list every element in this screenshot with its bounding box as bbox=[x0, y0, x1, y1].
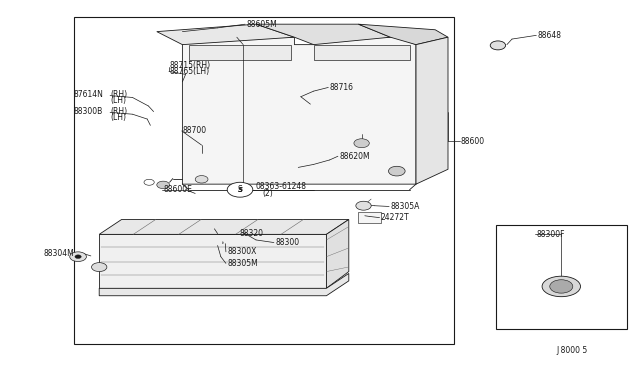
Text: 88765(LH): 88765(LH) bbox=[170, 67, 210, 76]
Circle shape bbox=[388, 166, 405, 176]
Circle shape bbox=[157, 181, 170, 189]
Text: S: S bbox=[237, 185, 243, 194]
Circle shape bbox=[550, 280, 573, 293]
Text: 24272T: 24272T bbox=[381, 213, 410, 222]
Text: 08363-61248: 08363-61248 bbox=[256, 182, 307, 191]
Polygon shape bbox=[182, 37, 416, 184]
Text: (LH): (LH) bbox=[111, 96, 127, 105]
Text: 88305M: 88305M bbox=[227, 259, 258, 268]
Circle shape bbox=[92, 263, 107, 272]
Bar bbox=[189, 67, 240, 156]
Polygon shape bbox=[358, 24, 448, 45]
Polygon shape bbox=[416, 37, 448, 184]
Polygon shape bbox=[189, 45, 291, 60]
Text: 88605M: 88605M bbox=[246, 20, 277, 29]
Circle shape bbox=[354, 139, 369, 148]
Text: (LH): (LH) bbox=[111, 113, 127, 122]
Circle shape bbox=[144, 179, 154, 185]
Text: 88300X: 88300X bbox=[227, 247, 257, 256]
Text: 88300: 88300 bbox=[275, 238, 300, 247]
Text: 88648: 88648 bbox=[538, 31, 562, 40]
Text: 88304M: 88304M bbox=[44, 249, 74, 258]
Circle shape bbox=[227, 182, 253, 197]
Text: 88300F: 88300F bbox=[536, 230, 565, 239]
Text: (RH): (RH) bbox=[111, 107, 128, 116]
Circle shape bbox=[70, 252, 86, 262]
Text: (RH): (RH) bbox=[111, 90, 128, 99]
Ellipse shape bbox=[542, 276, 580, 297]
Circle shape bbox=[195, 176, 208, 183]
Text: 88716: 88716 bbox=[330, 83, 354, 92]
Polygon shape bbox=[99, 234, 326, 288]
Text: 88700: 88700 bbox=[182, 126, 207, 135]
Text: 88715(RH): 88715(RH) bbox=[170, 61, 211, 70]
Bar bbox=[392, 155, 408, 168]
Text: 88320: 88320 bbox=[240, 229, 264, 238]
Text: 88620M: 88620M bbox=[339, 152, 370, 161]
Text: (2): (2) bbox=[262, 189, 273, 198]
Bar bbox=[320, 65, 410, 164]
Polygon shape bbox=[99, 273, 349, 296]
Polygon shape bbox=[326, 219, 349, 288]
Text: 88305A: 88305A bbox=[390, 202, 420, 211]
Circle shape bbox=[490, 41, 506, 50]
Polygon shape bbox=[256, 24, 390, 45]
Text: J 8000 5: J 8000 5 bbox=[557, 346, 588, 355]
Text: 88600: 88600 bbox=[461, 137, 485, 146]
Text: 88600E: 88600E bbox=[163, 185, 192, 194]
Text: S: S bbox=[237, 187, 243, 193]
Bar bbox=[189, 153, 214, 175]
Circle shape bbox=[356, 201, 371, 210]
Circle shape bbox=[75, 255, 81, 259]
Polygon shape bbox=[314, 45, 410, 60]
Bar bbox=[358, 212, 381, 223]
Bar bbox=[496, 225, 627, 329]
Text: 87614N: 87614N bbox=[74, 90, 104, 99]
Bar bbox=[346, 106, 378, 115]
Text: 88300B: 88300B bbox=[74, 107, 103, 116]
Polygon shape bbox=[157, 24, 294, 45]
Bar bbox=[74, 17, 454, 344]
Polygon shape bbox=[99, 219, 349, 234]
